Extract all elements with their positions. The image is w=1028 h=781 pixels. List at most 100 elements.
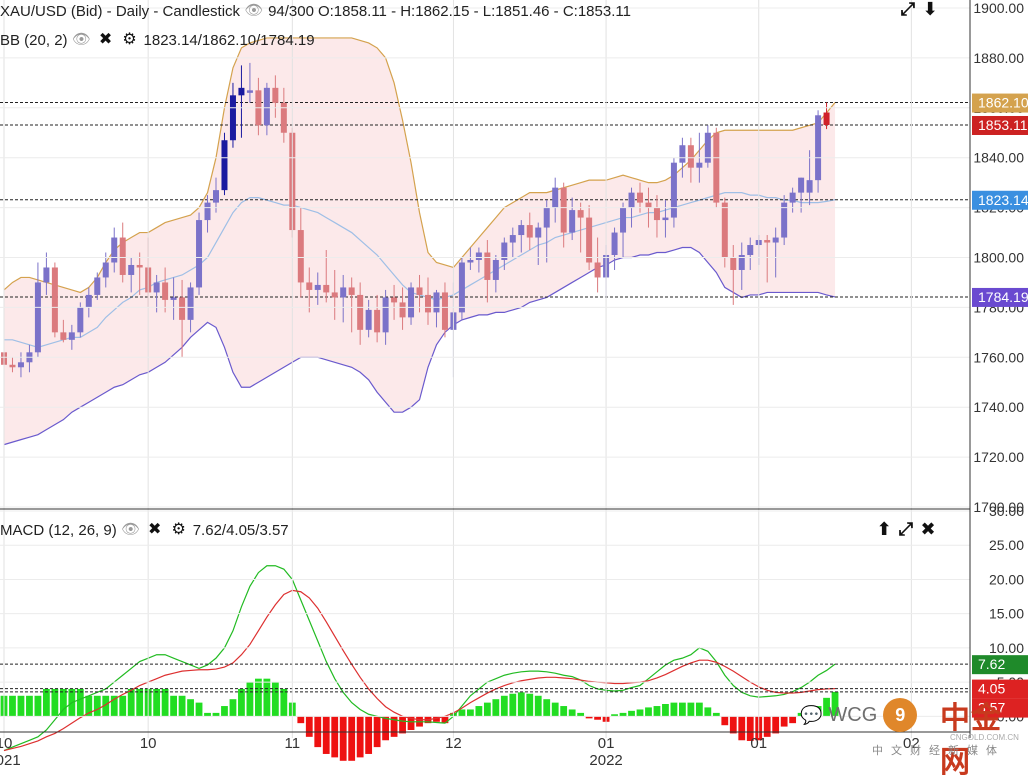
x-tick-label: 02: [903, 735, 920, 752]
watermark-sub: 中文财经新媒体: [872, 745, 1005, 757]
candle-body: [509, 235, 516, 243]
macd-histogram-bar: [500, 695, 508, 717]
bb-legend: BB (20, 2) 👁 ✖ ⚙ 1823.14/1862.10/1784.19: [0, 29, 319, 51]
expand-icon[interactable]: ⤢: [900, 0, 916, 19]
price-marker-label-box: [972, 93, 1028, 113]
bb-values: 1823.14/1862.10/1784.19: [143, 31, 315, 49]
bb-close-icon[interactable]: ✖: [98, 31, 113, 48]
price-marker-label: 1823.14: [978, 192, 1028, 208]
bar-count: 94/300: [268, 2, 314, 20]
macd-histogram-bar: [127, 688, 135, 717]
macd-histogram-bar: [797, 712, 805, 717]
macd-label: MACD (12, 26, 9): [0, 521, 117, 539]
macd-close-icon[interactable]: ✖: [148, 521, 162, 538]
macd-histogram-bar: [382, 716, 389, 741]
macd-histogram-bar: [280, 688, 288, 717]
candle-body: [263, 87, 270, 126]
candle-body: [43, 267, 50, 283]
candle-body: [314, 284, 321, 290]
macd-histogram-bar: [407, 716, 415, 730]
macd-marker-label: 3.57: [978, 700, 1005, 716]
macd-histogram-bar: [526, 693, 534, 717]
eye-icon[interactable]: 👁: [244, 2, 264, 19]
candle-body: [357, 294, 364, 330]
candle-body: [543, 207, 550, 228]
candle-body: [806, 180, 813, 193]
macd-histogram-bar: [551, 702, 559, 717]
move-down-icon[interactable]: ⬇: [922, 0, 938, 19]
candle-body: [577, 210, 584, 218]
macd-histogram-bar: [695, 702, 703, 717]
bb-settings-gear-icon[interactable]: ⚙: [122, 31, 137, 48]
x-tick-sublabel: 2021: [0, 752, 21, 767]
macd-histogram-bar: [59, 688, 67, 717]
macd-y-tick-label: 15.00: [989, 606, 1024, 622]
macd-histogram-bar: [662, 703, 669, 717]
move-up-icon[interactable]: ⬆: [876, 519, 892, 539]
macd-legend: MACD (12, 26, 9) 👁 ✖ ⚙ 7.62/4.05/3.57: [0, 519, 293, 541]
price-marker-label: 1784.19: [978, 289, 1028, 305]
candle-body: [815, 115, 822, 181]
macd-histogram-bar: [195, 702, 203, 717]
macd-histogram-bar: [271, 682, 279, 717]
candle-body: [823, 112, 830, 125]
candle-body: [704, 132, 711, 163]
candle-body: [679, 145, 686, 163]
macd-histogram-bar: [85, 695, 93, 717]
close-panel-icon[interactable]: ✖: [920, 519, 936, 539]
candle-body: [662, 217, 669, 221]
macd-settings-gear-icon[interactable]: ⚙: [171, 521, 186, 538]
candle-body: [246, 90, 253, 93]
macd-histogram-bar: [339, 716, 347, 761]
macd-histogram-bar: [153, 688, 161, 717]
macd-histogram-bar: [93, 695, 101, 717]
macd-y-tick-label: 20.00: [989, 571, 1024, 587]
macd-marker-label-box: [972, 679, 1028, 699]
macd-histogram-bar: [399, 716, 406, 734]
macd-histogram-bar: [653, 706, 661, 717]
candle-body: [272, 87, 279, 103]
macd-histogram-bar: [390, 716, 398, 737]
candle-body: [670, 162, 677, 218]
candle-body: [653, 207, 660, 221]
price-marker-label-box: [972, 287, 1028, 307]
macd-histogram-bar: [517, 692, 525, 717]
macd-histogram-bar: [34, 695, 42, 717]
candle-body: [467, 259, 474, 263]
candle-body: [323, 284, 330, 293]
bb-eye-icon[interactable]: 👁: [72, 31, 92, 48]
macd-eye-icon[interactable]: 👁: [121, 521, 141, 538]
candle-body: [713, 132, 720, 203]
price-panel[interactable]: [0, 37, 970, 446]
candle-body: [187, 287, 194, 320]
macd-values: 7.62/4.05/3.57: [192, 521, 289, 539]
bollinger-lower-line: [3, 246, 836, 446]
candle-body: [119, 237, 126, 275]
candle-body: [458, 262, 465, 313]
candle-body: [196, 220, 203, 288]
candle-body: [747, 245, 754, 256]
candle-body: [399, 302, 406, 318]
macd-histogram-bar: [729, 716, 737, 734]
candle-body: [492, 259, 499, 280]
candle-body: [162, 282, 169, 300]
candle-body: [153, 282, 160, 293]
macd-panel-tools: ⬆ ⤢ ✖: [874, 520, 938, 538]
candle-body: [34, 282, 41, 353]
candle-body: [738, 255, 745, 270]
x-tick-label: 11: [285, 735, 301, 752]
macd-histogram-bar: [356, 716, 364, 758]
candle-body: [416, 287, 423, 295]
candle-body: [85, 294, 92, 308]
x-tick-label: 01: [598, 735, 615, 752]
candle-body: [687, 145, 694, 168]
candle-body: [306, 282, 313, 290]
macd-histogram-bar: [305, 716, 313, 737]
expand-icon-macd[interactable]: ⤢: [898, 519, 914, 539]
candle-body: [696, 162, 703, 168]
bollinger-band-fill: [4, 37, 836, 445]
candle-body: [560, 187, 567, 233]
macd-histogram-bar: [458, 709, 466, 717]
macd-histogram-bar: [229, 699, 237, 717]
candle-body: [645, 202, 652, 208]
